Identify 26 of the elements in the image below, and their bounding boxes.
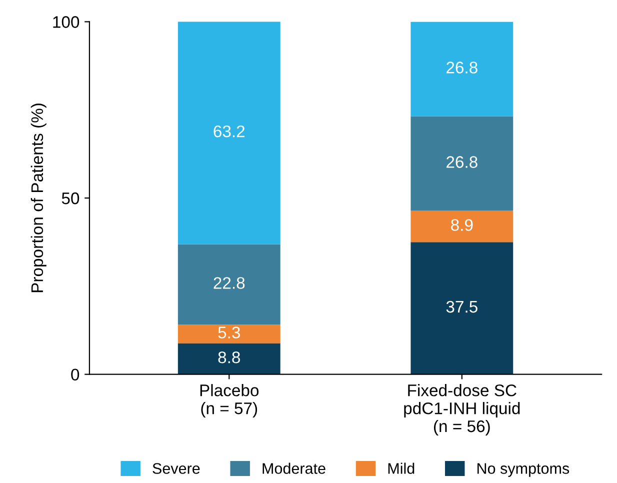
data-label: 63.2 (214, 125, 245, 138)
x-tick-label: Placebo (n = 57) (200, 384, 259, 418)
bar (178, 343, 280, 374)
legend-label: Moderate (262, 462, 326, 474)
data-label: 37.5 (446, 300, 478, 313)
bar (178, 324, 280, 344)
legend-label: No symptoms (478, 463, 570, 477)
bar (410, 116, 514, 211)
bar (410, 210, 514, 242)
data-label: 8.8 (218, 351, 240, 364)
bar (410, 22, 514, 116)
data-label: 26.8 (446, 156, 478, 168)
y-axis-title: Proportion of Patients (%) (30, 104, 46, 292)
bar (178, 244, 280, 325)
data-label: 22.8 (214, 277, 245, 289)
legend-label: Severe (152, 463, 200, 474)
data-label: 5.3 (218, 326, 240, 338)
data-label: 26.8 (446, 62, 478, 74)
data-label: 8.9 (451, 219, 473, 231)
x-tick-label: Fixed-dose SC pdC1-INH liquid (n = 56) (404, 384, 520, 436)
legend-label: Mild (388, 462, 414, 474)
y-tick-label: 0 (71, 368, 80, 381)
bar (178, 22, 280, 244)
y-tick-label: 50 (62, 192, 80, 204)
bar (410, 242, 514, 374)
y-tick-label: 100 (53, 16, 80, 28)
